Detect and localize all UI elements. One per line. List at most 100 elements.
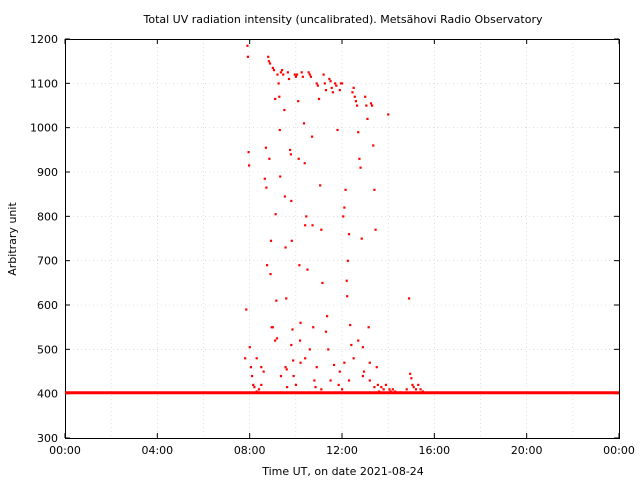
data-point bbox=[412, 386, 415, 389]
data-point bbox=[323, 82, 326, 85]
data-point bbox=[290, 199, 293, 203]
data-point bbox=[280, 69, 284, 72]
data-point bbox=[387, 113, 390, 116]
data-point bbox=[264, 146, 268, 149]
data-point bbox=[257, 388, 261, 391]
data-point bbox=[278, 128, 281, 132]
data-point bbox=[330, 86, 333, 89]
data-point bbox=[285, 297, 288, 300]
data-point bbox=[304, 224, 307, 227]
data-point bbox=[269, 272, 272, 276]
data-point bbox=[274, 213, 277, 216]
data-point bbox=[245, 308, 248, 311]
data-point bbox=[369, 102, 373, 105]
data-point bbox=[300, 71, 303, 74]
y-tick-label: 900 bbox=[37, 166, 58, 179]
data-point bbox=[274, 339, 277, 342]
x-tick-label: 16:00 bbox=[418, 444, 450, 457]
data-point bbox=[268, 62, 272, 65]
data-point bbox=[388, 388, 391, 391]
data-point bbox=[356, 104, 359, 107]
data-point bbox=[276, 73, 279, 76]
data-point bbox=[341, 82, 344, 85]
data-point bbox=[269, 239, 273, 242]
data-point bbox=[271, 326, 274, 329]
data-point bbox=[325, 315, 329, 318]
data-point bbox=[309, 75, 313, 78]
data-point bbox=[314, 386, 317, 389]
data-point bbox=[367, 326, 370, 329]
data-point bbox=[265, 264, 269, 267]
data-point bbox=[361, 374, 364, 378]
data-point bbox=[246, 55, 250, 58]
data-point bbox=[286, 71, 289, 74]
x-axis: 00:00 04:00 08:00 12:00 16:00 20:00 00:00 bbox=[49, 39, 635, 457]
data-point bbox=[342, 215, 345, 218]
data-point bbox=[297, 100, 300, 103]
data-point bbox=[306, 268, 309, 271]
data-point bbox=[283, 195, 286, 198]
data-point bbox=[417, 383, 420, 386]
data-point bbox=[289, 153, 292, 156]
y-tick-label: 400 bbox=[37, 388, 58, 401]
data-point bbox=[268, 157, 271, 160]
data-point bbox=[308, 73, 311, 76]
data-point bbox=[339, 82, 343, 85]
data-point bbox=[350, 343, 353, 347]
data-point bbox=[284, 366, 287, 369]
data-point bbox=[247, 164, 251, 167]
data-point bbox=[346, 295, 349, 298]
data-point bbox=[252, 383, 255, 386]
data-point bbox=[289, 148, 292, 152]
data-point bbox=[331, 91, 334, 94]
data-point bbox=[255, 390, 258, 393]
data-point bbox=[301, 75, 304, 78]
data-point bbox=[292, 374, 295, 378]
x-axis-label: Time UT, on date 2021-08-24 bbox=[261, 465, 424, 478]
data-point bbox=[312, 326, 315, 329]
data-point bbox=[419, 388, 422, 391]
y-tick-label: 600 bbox=[37, 299, 58, 312]
data-point bbox=[285, 368, 288, 371]
data-point bbox=[335, 84, 338, 87]
data-point bbox=[284, 246, 287, 249]
data-point bbox=[277, 82, 280, 85]
data-point bbox=[398, 391, 401, 394]
y-axis: 300 400 500 600 700 800 900 1000 1100 1200 bbox=[30, 33, 619, 445]
data-point bbox=[411, 383, 414, 386]
data-point bbox=[357, 131, 360, 134]
y-tick-label: 1200 bbox=[30, 33, 58, 46]
data-point bbox=[299, 321, 302, 324]
data-point bbox=[352, 86, 355, 89]
data-point bbox=[311, 224, 314, 227]
data-point bbox=[316, 84, 319, 87]
x-tick-label: 12:00 bbox=[326, 444, 358, 457]
data-point bbox=[320, 228, 323, 231]
y-tick-label: 800 bbox=[37, 210, 58, 223]
data-point bbox=[246, 44, 249, 47]
data-point bbox=[267, 60, 271, 63]
data-point bbox=[374, 228, 377, 231]
data-point bbox=[321, 281, 324, 285]
data-point bbox=[270, 326, 273, 329]
data-point bbox=[373, 188, 376, 191]
data-point bbox=[349, 323, 352, 327]
data-point bbox=[253, 386, 256, 389]
data-point bbox=[368, 379, 371, 382]
data-point bbox=[294, 383, 298, 386]
data-point bbox=[324, 88, 328, 92]
data-point bbox=[295, 73, 299, 76]
data-point bbox=[347, 233, 351, 236]
data-point bbox=[291, 328, 294, 331]
data-point bbox=[357, 339, 360, 342]
data-point bbox=[308, 348, 311, 351]
data-point bbox=[337, 383, 340, 386]
data-point bbox=[322, 73, 325, 76]
data-point bbox=[274, 97, 277, 101]
data-point bbox=[364, 95, 367, 98]
x-tick-label: 08:00 bbox=[234, 444, 266, 457]
grid bbox=[65, 39, 619, 438]
data-point bbox=[410, 377, 413, 380]
data-point bbox=[329, 379, 332, 382]
data-point bbox=[297, 157, 300, 160]
